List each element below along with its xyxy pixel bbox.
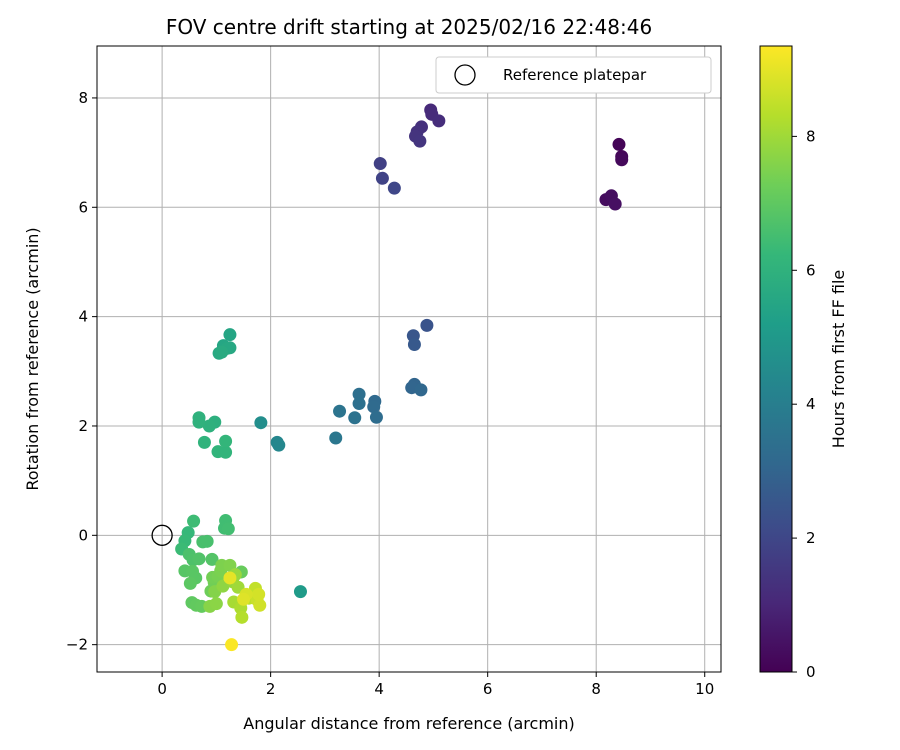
legend-box <box>435 56 712 94</box>
data-point <box>333 404 347 418</box>
y-tick-label: 2 <box>78 417 88 435</box>
data-point <box>209 597 223 611</box>
colorbar-tick-label: 6 <box>806 261 816 279</box>
data-point <box>237 592 251 606</box>
data-point <box>252 587 266 601</box>
data-point <box>219 445 233 459</box>
data-point <box>205 552 219 566</box>
y-axis-label: Rotation from reference (arcmin) <box>23 227 42 490</box>
x-tick-label: 2 <box>266 680 276 698</box>
data-point <box>200 534 214 548</box>
x-tick-label: 10 <box>695 680 714 698</box>
colorbar-tick-label: 8 <box>806 127 816 145</box>
data-point <box>225 638 239 652</box>
legend-marker <box>454 64 476 86</box>
x-tick-label: 6 <box>483 680 493 698</box>
data-point <box>352 387 366 401</box>
x-tick-label: 0 <box>157 680 167 698</box>
data-point <box>329 431 343 445</box>
y-tick-label: 8 <box>78 89 88 107</box>
data-point <box>235 610 249 624</box>
data-point <box>254 416 268 430</box>
data-point <box>202 419 216 433</box>
data-point <box>375 171 389 185</box>
data-point <box>183 576 197 590</box>
data-point <box>197 435 211 449</box>
data-point <box>373 157 387 171</box>
data-point <box>413 134 427 148</box>
y-tick-label: 0 <box>78 526 88 544</box>
data-point <box>352 397 366 411</box>
chart-title: FOV centre drift starting at 2025/02/16 … <box>166 15 652 39</box>
data-points <box>175 103 629 652</box>
legend-label: Reference platepar <box>503 66 647 84</box>
y-axis-ticks: −2 0 2 4 6 8 <box>66 89 97 654</box>
x-axis-label: Angular distance from reference (arcmin) <box>243 714 574 733</box>
data-point <box>420 318 434 332</box>
colorbar: 0 2 4 6 8 Hours from first FF file <box>759 45 848 681</box>
data-point <box>187 514 201 528</box>
colorbar-tick-label: 0 <box>806 663 816 681</box>
data-point <box>223 328 237 342</box>
y-tick-label: −2 <box>66 636 88 654</box>
colorbar-tick-label: 4 <box>806 395 816 413</box>
data-point <box>253 598 267 612</box>
colorbar-tick-label: 2 <box>806 529 816 547</box>
data-point <box>215 345 229 359</box>
data-point <box>407 338 421 352</box>
data-point <box>612 137 626 151</box>
data-point <box>369 410 383 424</box>
x-tick-label: 4 <box>374 680 384 698</box>
data-point <box>432 114 446 128</box>
data-point <box>192 552 206 566</box>
data-point <box>192 415 206 429</box>
legend: Reference platepar <box>435 56 712 94</box>
data-point <box>219 434 233 448</box>
data-point <box>348 411 362 425</box>
data-point <box>414 383 428 397</box>
x-axis-ticks: 0 2 4 6 8 10 <box>157 672 714 698</box>
data-point <box>608 197 622 211</box>
y-tick-label: 6 <box>78 198 88 216</box>
data-point <box>387 181 401 195</box>
grid-lines <box>97 46 721 672</box>
colorbar-ticks: 0 2 4 6 8 <box>792 127 816 681</box>
colorbar-label: Hours from first FF file <box>829 270 848 449</box>
data-point <box>615 153 629 167</box>
y-tick-label: 4 <box>78 308 88 326</box>
data-point <box>272 438 286 452</box>
x-tick-label: 8 <box>591 680 601 698</box>
data-point <box>293 585 307 599</box>
colorbar-gradient <box>759 45 793 673</box>
data-point <box>223 571 237 585</box>
plot-frame <box>96 45 722 673</box>
reference-marker <box>151 524 173 546</box>
data-point <box>367 400 381 414</box>
reference-point <box>151 524 173 546</box>
data-point <box>221 522 235 536</box>
